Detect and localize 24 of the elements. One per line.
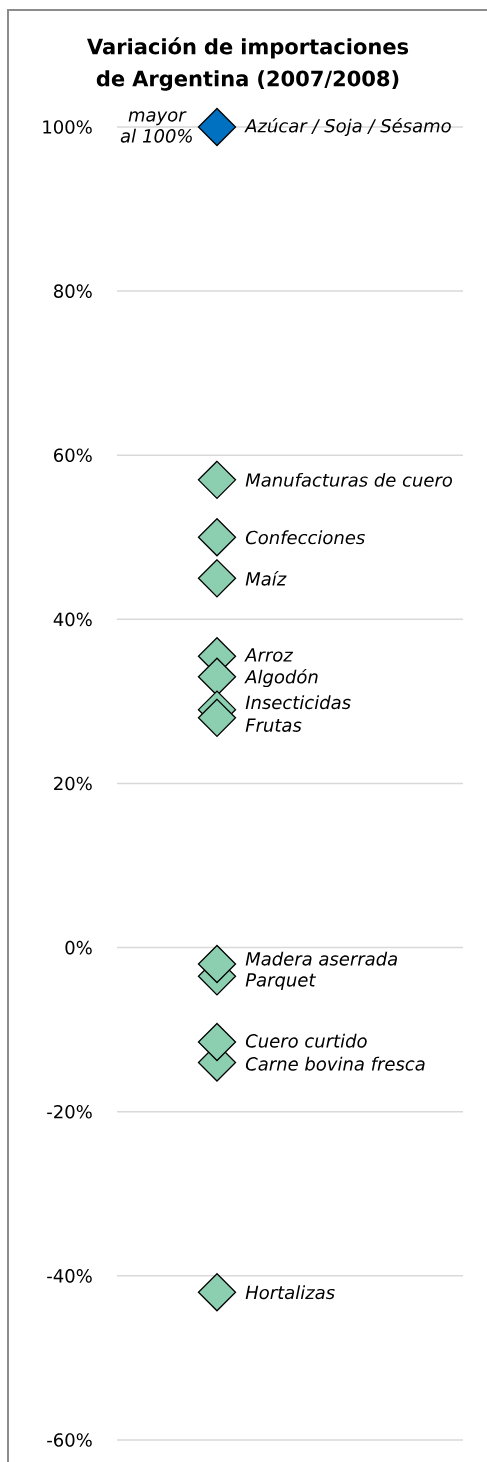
series-label: Madera aserrada <box>245 951 397 966</box>
y-tick-label: 60% <box>54 448 92 463</box>
series-label: Algodón <box>244 668 318 688</box>
y-tick-label: 80% <box>54 284 92 298</box>
series-label: Parquet <box>245 973 316 991</box>
series-label: Confecciones <box>245 530 365 545</box>
chart-title: Variación de importaciones de Argentina (2007/2008) <box>87 37 409 91</box>
y-tick-label: -40% <box>47 1269 92 1283</box>
series-label: Hortalizas <box>245 1285 335 1300</box>
series-label: Maíz <box>245 571 287 586</box>
series-label: Manufacturas de cuero <box>245 472 453 487</box>
series-label: Cuero curtido <box>245 1033 367 1048</box>
series-label: Insecticidas <box>245 695 351 710</box>
series-label: Azúcar / Soja / Sésamo <box>244 117 451 137</box>
y-tick-label: 0% <box>65 940 92 955</box>
series-label: Frutas <box>245 718 302 732</box>
series-label: Carne bovina fresca <box>245 1056 425 1071</box>
series-label: Arroz <box>244 648 294 662</box>
annotation: mayor al 100% <box>120 111 192 143</box>
y-tick-label: 40% <box>53 612 92 627</box>
y-tick-label: -20% <box>47 1104 92 1119</box>
y-tick-label: 20% <box>54 776 92 791</box>
y-tick-label: 100% <box>43 120 92 134</box>
y-tick-label: -60% <box>47 1433 92 1447</box>
